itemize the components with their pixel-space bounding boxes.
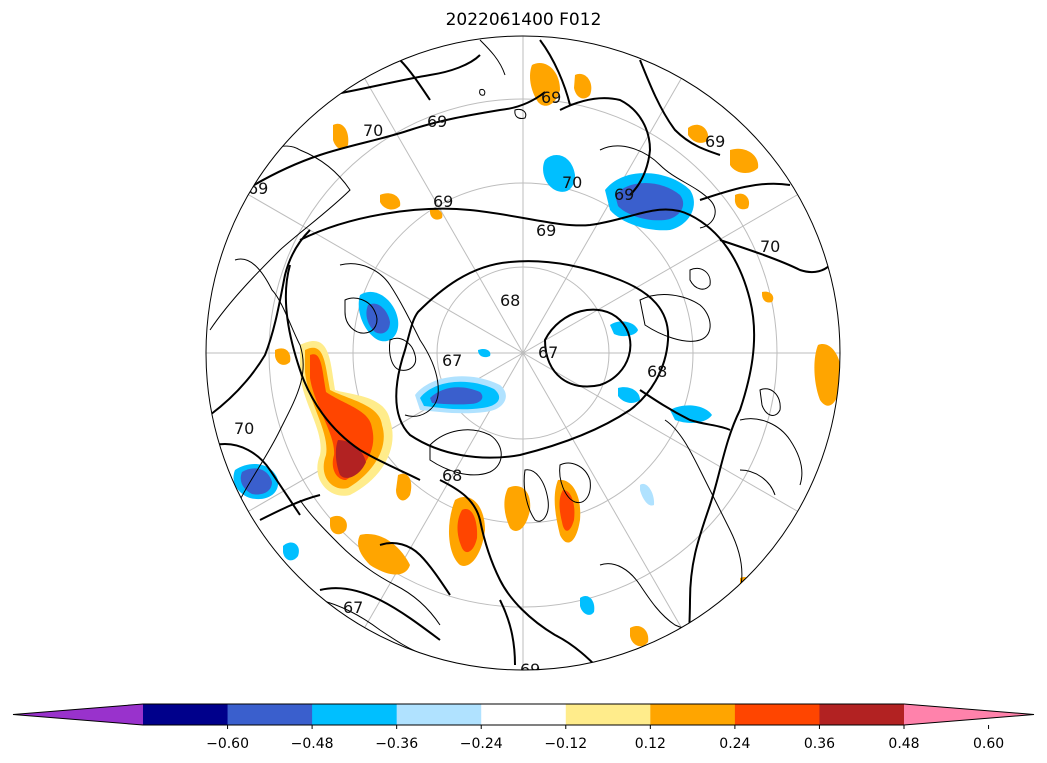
colorbar-tick-label: −0.12 [544, 736, 587, 752]
contour-label: 67 [343, 598, 363, 617]
colorbar-segment [396, 704, 482, 725]
contour-label: 68 [647, 362, 667, 381]
map-boundary [205, 35, 841, 671]
contour-label: 69 [614, 185, 634, 204]
colorbar-tick-label: −0.60 [206, 736, 249, 752]
contour-label: 70 [363, 121, 383, 140]
colorbar-tick-label: 0.12 [635, 736, 666, 752]
colorbar-tick-label: 0.48 [888, 736, 919, 752]
colorbar-segment [819, 704, 905, 725]
colorbar: −0.60 −0.48 −0.36 −0.24 −0.12 0.12 0.24 0.36 0.4… [12, 703, 1035, 752]
colorbar-segment [143, 704, 229, 725]
colorbar-segment [650, 704, 736, 725]
height-contours [209, 39, 831, 670]
contour-label: 69 [705, 132, 725, 151]
colorbar-tick-label: −0.48 [291, 736, 334, 752]
colorbar-segment [227, 704, 313, 725]
map-title: 2022061400 F012 [445, 10, 602, 30]
contour-label: 68 [500, 291, 520, 310]
colorbar-extend-low [13, 704, 143, 725]
colorbar-tick-label: −0.24 [460, 736, 503, 752]
map-content: 70 69 69 69 69 69 70 69 69 70 68 67 67 6… [206, 36, 840, 679]
contour-label: 70 [562, 173, 582, 192]
colorbar-segment [565, 704, 651, 725]
colorbar-segment [312, 704, 398, 725]
colorbar-segment [481, 704, 567, 725]
contour-label: 69 [248, 179, 268, 198]
contour-label: 69 [427, 112, 447, 131]
colorbar-tick-label: 0.60 [973, 736, 1004, 752]
contour-label: 70 [760, 237, 780, 256]
colorbar-segment [734, 704, 820, 725]
contour-label: 69 [520, 660, 540, 679]
contour-label: 67 [442, 351, 462, 370]
colorbar-outline [12, 703, 1035, 726]
contour-label: 69 [433, 192, 453, 211]
colorbar-tick-label: −0.36 [375, 736, 418, 752]
graticule [206, 36, 840, 670]
contour-label: 69 [541, 88, 561, 107]
colorbar-extend-high [904, 704, 1034, 725]
colorbar-tick-label: 0.24 [719, 736, 750, 752]
contour-label: 68 [442, 466, 462, 485]
contour-label-group: 70 69 69 69 69 69 70 69 69 70 68 67 67 6… [234, 88, 780, 679]
contour-label: 69 [536, 221, 556, 240]
contour-label: 67 [538, 343, 558, 362]
contour-label: 70 [234, 419, 254, 438]
colorbar-tick-label: 0.36 [804, 736, 835, 752]
